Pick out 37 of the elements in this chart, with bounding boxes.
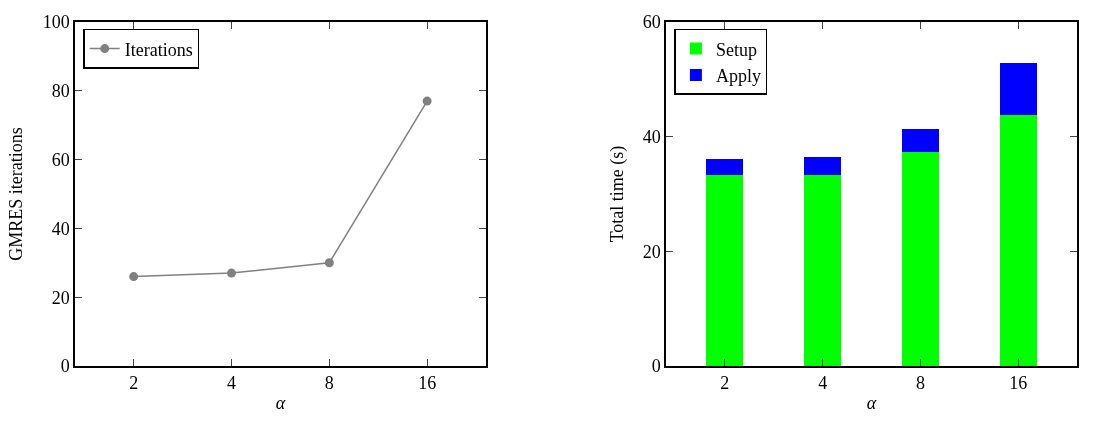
bar [706, 175, 744, 366]
x-axis-title: α [866, 392, 877, 413]
point [422, 96, 432, 106]
y-tick-label: 60 [642, 12, 661, 33]
bar [804, 174, 842, 366]
point [129, 272, 139, 282]
x-axis-title: α [275, 392, 286, 413]
point [227, 268, 236, 278]
x-tick-label: 16 [1009, 373, 1028, 394]
bar [999, 114, 1037, 366]
y-tick-label: 20 [51, 287, 70, 308]
y-tick-label: 0 [60, 356, 70, 377]
y-tick-label: 40 [642, 126, 661, 147]
bar [999, 63, 1037, 115]
y-tick-label: 100 [42, 12, 70, 33]
point [324, 258, 334, 268]
x-tick-label: 4 [227, 373, 236, 394]
bar [901, 129, 940, 153]
bar [804, 156, 842, 175]
legend-label: Setup [715, 39, 757, 60]
y-axis-title: GMRES iterations [6, 127, 27, 261]
y-tick-label: 0 [651, 356, 661, 377]
y-axis-title: Total time (s) [606, 145, 628, 243]
x-tick-label: 16 [418, 373, 437, 394]
y-tick-label: 20 [642, 241, 661, 262]
y-tick-label: 60 [51, 149, 70, 170]
x-tick-label: 2 [720, 373, 730, 394]
bar [706, 159, 744, 176]
legend-label: Iterations [124, 39, 193, 60]
legend-label: Apply [715, 66, 761, 86]
x-tick-label: 2 [129, 373, 139, 394]
x-tick-label: 4 [818, 373, 828, 394]
y-tick-label: 40 [51, 218, 70, 239]
x-tick-label: 8 [916, 373, 925, 394]
bar [901, 152, 940, 366]
y-tick-label: 80 [51, 81, 70, 102]
x-tick-label: 8 [324, 373, 334, 394]
